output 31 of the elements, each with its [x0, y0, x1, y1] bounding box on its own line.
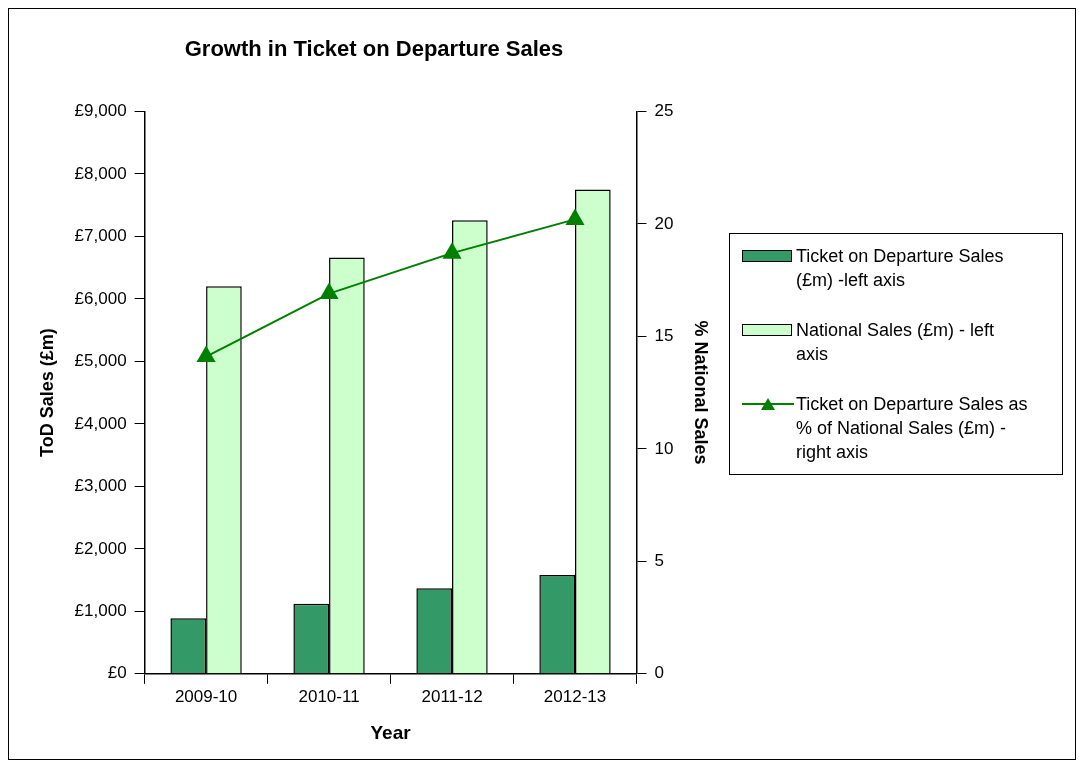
legend-label: National Sales (£m) - left axis: [795, 319, 996, 366]
y-tick-label: £4,000: [74, 413, 127, 433]
y-tick-label: £8,000: [74, 163, 127, 183]
y-tick-label: £5,000: [74, 351, 127, 371]
x-tick-label: 2011-12: [421, 686, 483, 706]
y2-tick-label: 25: [654, 101, 674, 121]
legend-label: Ticket on Departure Sales (£m) -left axis: [795, 245, 1005, 292]
y2-tick-label: 0: [654, 663, 664, 683]
y2-tick-label: 10: [654, 438, 674, 458]
x-tick-label: 2012-13: [543, 686, 607, 706]
y-tick-label: £9,000: [74, 101, 127, 121]
y-tick-label: £0: [107, 663, 127, 683]
y-axis-title: ToD Sales (£m): [36, 328, 57, 457]
y-tick-label: £7,000: [74, 226, 127, 246]
y2-axis-title: % National Sales: [691, 320, 712, 465]
y-tick-label: £1,000: [74, 601, 127, 620]
y2-tick-label: 20: [654, 213, 674, 233]
y-tick-label: £6,000: [74, 288, 127, 308]
legend-label: Ticket on Departure Sales as % of National Sales (£m) - right axis: [795, 393, 1028, 464]
point: [566, 209, 584, 225]
x-tick-label: 2010-11: [298, 686, 360, 706]
point: [320, 283, 338, 300]
y-tick-label: £2,000: [74, 538, 127, 558]
y2-tick-label: 5: [654, 551, 664, 571]
x-axis-title: Year: [370, 721, 412, 743]
chart-title: Growth in Ticket on Departure Sales: [184, 36, 564, 62]
y-tick-label: £3,000: [74, 476, 127, 496]
point: [443, 243, 461, 259]
point: [197, 346, 215, 363]
y2-tick-label: 15: [654, 326, 674, 346]
x-tick-label: 2009-10: [174, 686, 238, 706]
